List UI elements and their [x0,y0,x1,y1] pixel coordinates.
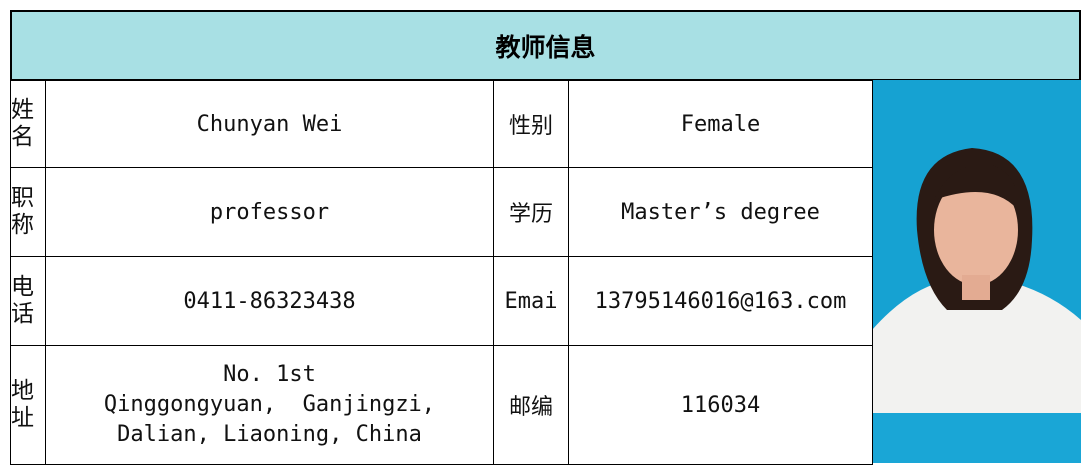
field-label: 姓名 [10,80,46,168]
address-line: Dalian, Liaoning, China [117,422,422,447]
field-label: 邮编 [493,345,569,465]
title: 教师信息 [10,10,1081,81]
field-value: Master’s degree [568,167,873,257]
field-value: No. 1st Qinggongyuan, Ganjingzi, Dalian, L… [45,345,494,465]
field-value: 116034 [568,345,873,465]
field-label: 地址 [10,345,46,465]
field-value: Chunyan Wei [45,80,494,168]
field-label: 职称 [10,167,46,257]
field-label: 学历 [493,167,569,257]
address-line: No. 1st [223,362,316,387]
field-label: 性别 [493,80,569,168]
field-value: 0411-86323438 [45,256,494,346]
field-label: Emai [493,256,569,346]
address-line: Qinggongyuan, Ganjingzi, [103,392,436,417]
field-value: Female [568,80,873,168]
field-value: 13795146016@163.com [568,256,873,346]
photo [872,80,1081,463]
field-label: 电话 [10,256,46,346]
field-value: professor [45,167,494,257]
